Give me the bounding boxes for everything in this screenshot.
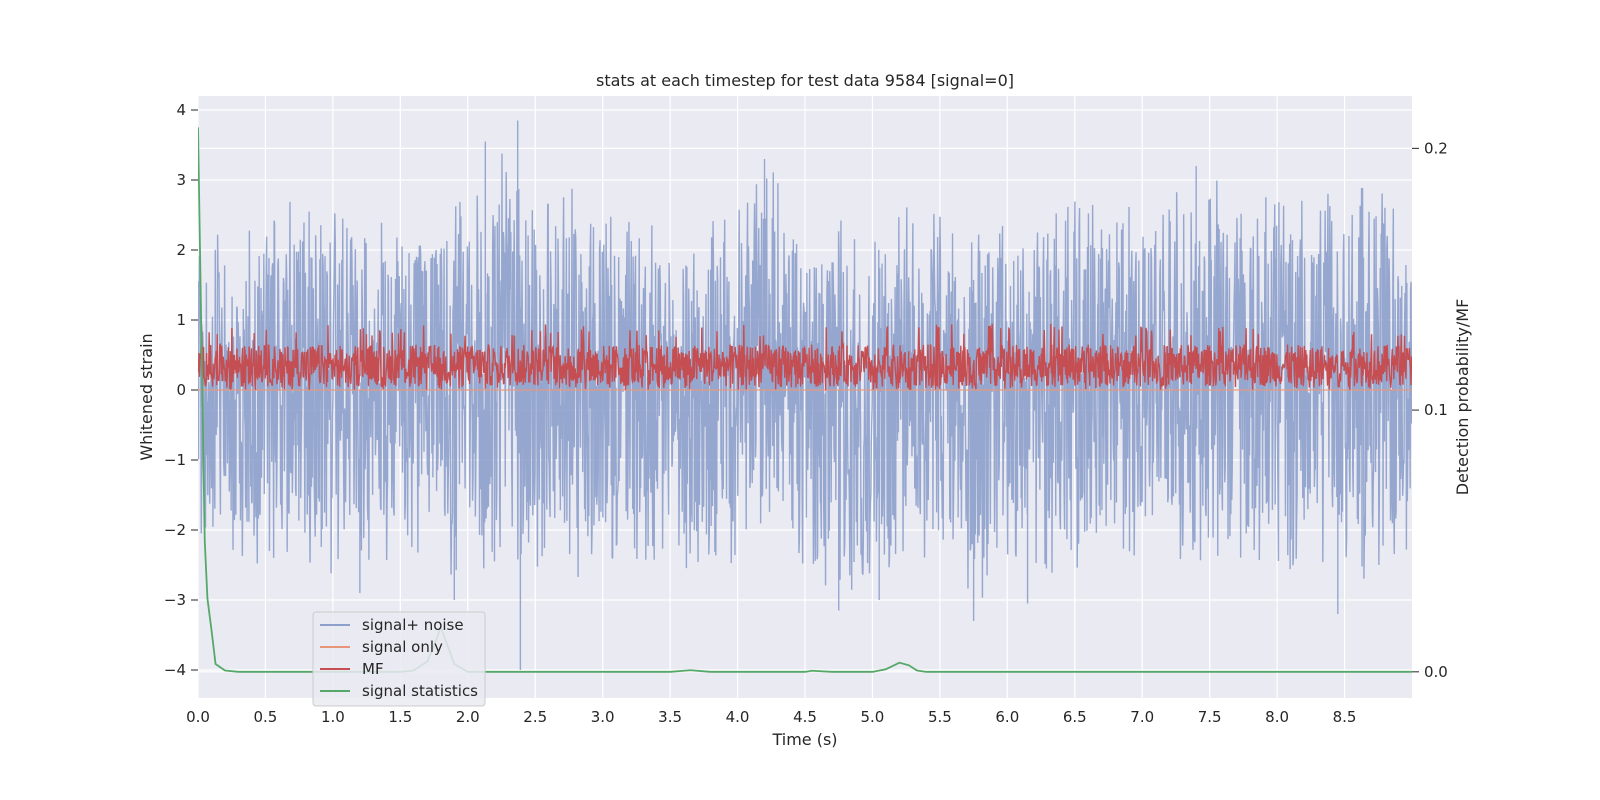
y2-tick-label: 0.0 (1424, 663, 1448, 681)
x-axis-label: Time (s) (771, 730, 837, 749)
x-tick-label: 7.0 (1130, 708, 1154, 726)
legend-label-signal-only: signal only (362, 638, 443, 656)
x-tick-label: 7.5 (1198, 708, 1222, 726)
y-tick-label: 2 (176, 241, 186, 259)
legend-label-signal-statistics: signal statistics (362, 682, 478, 700)
x-tick-label: 1.0 (321, 708, 345, 726)
y-tick-label: −2 (164, 521, 186, 539)
x-tick-label: 4.5 (793, 708, 817, 726)
x-tick-label: 8.0 (1265, 708, 1289, 726)
x-tick-label: 4.0 (726, 708, 750, 726)
series-signal-noise (198, 120, 1412, 670)
x-tick-label: 0.0 (186, 708, 210, 726)
x-tick-label: 6.5 (1063, 708, 1087, 726)
legend-box (312, 611, 486, 707)
y2-axis-label: Detection probability/MF (1453, 299, 1472, 496)
legend: signal+ noise signal only MF signal stat… (312, 611, 486, 707)
y-tick-label: 4 (176, 101, 186, 119)
series-mf (198, 323, 1412, 390)
y2-tick-label: 0.1 (1424, 401, 1448, 419)
x-tick-label: 2.0 (456, 708, 480, 726)
x-tick-label: 6.0 (995, 708, 1019, 726)
y-tick-label: −3 (164, 591, 186, 609)
y-tick-label: −4 (164, 661, 186, 679)
y2-tick-label: 0.2 (1424, 139, 1448, 157)
x-tick-label: 0.5 (254, 708, 278, 726)
x-tick-label: 5.5 (928, 708, 952, 726)
axes: 0.0 0.5 1.0 1.5 2.0 2.5 3.0 3.5 4.0 4.5 5.0 5.5 6.0 6… (164, 101, 1448, 726)
y-axis-label: Whitened strain (137, 333, 156, 460)
x-tick-label: 3.5 (658, 708, 682, 726)
x-tick-label: 1.5 (388, 708, 412, 726)
y-tick-label: −1 (164, 451, 186, 469)
series-layer (198, 120, 1412, 673)
x-tick-label: 8.5 (1333, 708, 1357, 726)
y-tick-label: 1 (176, 311, 186, 329)
series-signal-statistics (198, 127, 1412, 673)
y-tick-label: 0 (176, 381, 186, 399)
x-tick-label: 3.0 (591, 708, 615, 726)
y-tick-label: 3 (176, 171, 186, 189)
chart-title: stats at each timestep for test data 958… (596, 71, 1014, 90)
x-tick-label: 5.0 (861, 708, 885, 726)
x-tick-label: 2.5 (523, 708, 547, 726)
legend-label-signal-noise: signal+ noise (362, 616, 464, 634)
legend-label-mf: MF (362, 660, 384, 678)
